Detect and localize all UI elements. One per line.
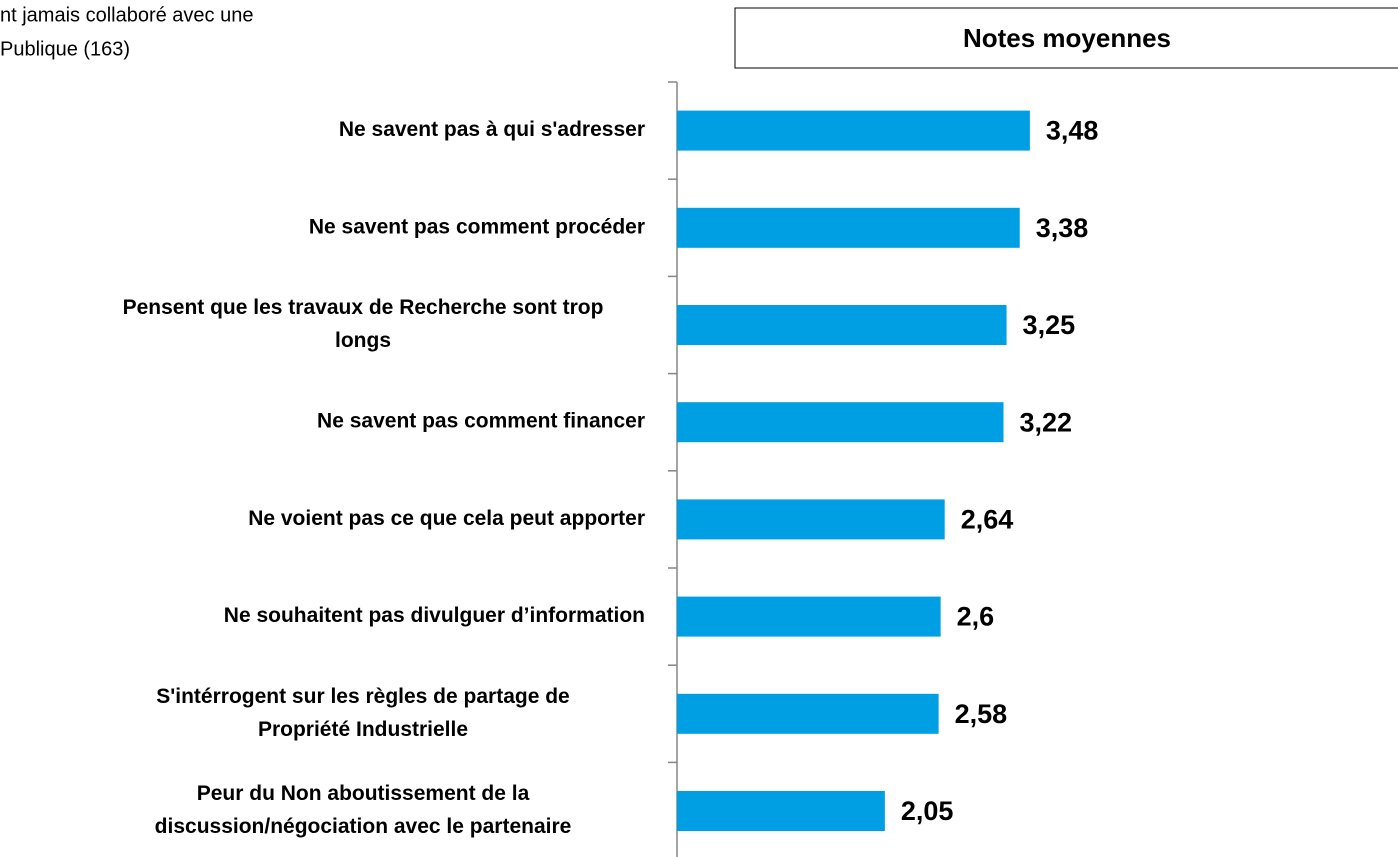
data-label: 3,25 [1023, 310, 1076, 340]
category-label: Peur du Non aboutissement de la [197, 782, 530, 805]
data-label: 2,64 [961, 505, 1014, 535]
category-label: Ne savent pas comment procéder [309, 215, 645, 238]
category-label: Ne savent pas comment financer [317, 410, 645, 433]
bar [677, 791, 885, 831]
data-label: 3,48 [1046, 116, 1099, 146]
bar [677, 110, 1030, 151]
data-label: 3,22 [1020, 407, 1073, 437]
data-label: 2,58 [955, 699, 1008, 729]
bar [677, 693, 939, 734]
category-label: Ne voient pas ce que cela peut apporter [248, 507, 645, 530]
category-label: Propriété Industrielle [258, 718, 468, 741]
subtitle: nt jamais collaboré avec une [0, 4, 253, 26]
bar [677, 305, 1007, 345]
chart-title: Notes moyennes [963, 23, 1171, 53]
bar [677, 402, 1004, 443]
title-box [734, 7, 1398, 69]
data-label: 3,38 [1036, 213, 1089, 243]
data-label: 2,05 [901, 796, 954, 826]
subtitle: Publique (163) [0, 38, 130, 60]
category-label: Pensent que les travaux de Recherche son… [123, 296, 604, 319]
category-label: Ne souhaitent pas divulguer d’informatio… [224, 604, 645, 627]
category-label: discussion/négociation avec le partenair… [155, 815, 572, 838]
bar [677, 596, 941, 637]
category-label: longs [335, 329, 391, 352]
bar [677, 499, 945, 540]
category-label: Ne savent pas à qui s'adresser [339, 118, 645, 141]
data-label: 2,6 [957, 602, 995, 632]
bar [677, 207, 1020, 248]
category-label: S'intérrogent sur les règles de partage … [156, 685, 569, 708]
